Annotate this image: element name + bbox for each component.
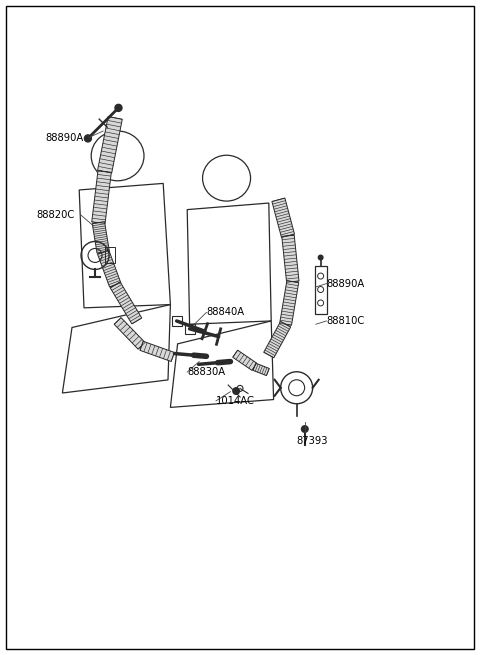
Polygon shape [233, 350, 257, 370]
Circle shape [84, 135, 91, 142]
Polygon shape [92, 171, 111, 223]
Circle shape [115, 104, 122, 111]
Text: 87393: 87393 [297, 436, 328, 447]
Polygon shape [253, 364, 269, 375]
Polygon shape [110, 282, 142, 324]
Circle shape [301, 425, 309, 433]
Polygon shape [114, 318, 145, 349]
Polygon shape [92, 221, 109, 253]
Polygon shape [280, 280, 299, 326]
Polygon shape [97, 250, 121, 287]
Bar [185, 324, 194, 334]
Bar [315, 265, 327, 314]
Bar [105, 248, 115, 263]
Polygon shape [97, 117, 122, 173]
Text: 1014AC: 1014AC [216, 396, 255, 406]
Text: 88810C: 88810C [326, 316, 365, 326]
Text: 88890A: 88890A [326, 278, 365, 289]
Text: 88840A: 88840A [206, 307, 244, 318]
Polygon shape [282, 235, 299, 282]
Text: 88820C: 88820C [36, 210, 74, 220]
Polygon shape [264, 322, 291, 358]
Bar [172, 316, 181, 326]
Polygon shape [140, 341, 174, 362]
Circle shape [318, 255, 324, 261]
Text: 88890A: 88890A [46, 132, 84, 143]
Text: 88830A: 88830A [187, 367, 225, 377]
Polygon shape [272, 198, 295, 238]
Circle shape [232, 387, 240, 395]
